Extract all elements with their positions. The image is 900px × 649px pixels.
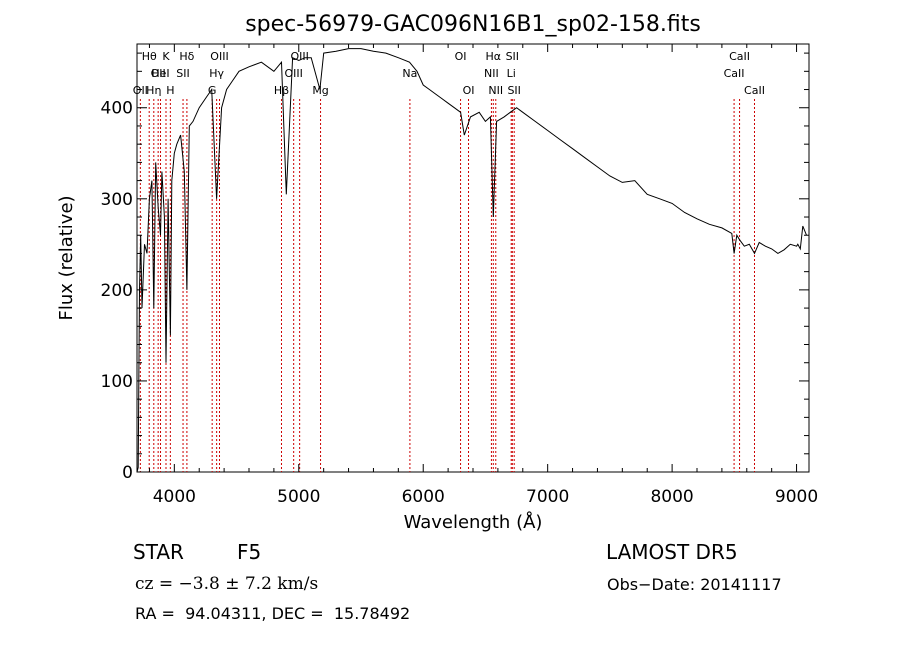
spectral-line-label: SII [506,50,519,63]
y-tick-label: 300 [101,190,133,210]
spectral-line-label: OII [133,84,148,97]
y-tick-label: 400 [101,99,133,119]
spectral-line-label: CaII [724,67,745,80]
spectral-line-label: Na [402,67,417,80]
survey-label: LAMOST DR5 [606,540,738,564]
object-class-label: STAR [133,540,184,564]
coordinates-label: RA = 94.04311, DEC = 15.78492 [135,604,411,623]
spectral-line-label: Hα [486,50,502,63]
y-axis-label: Flux (relative) [56,195,77,320]
spectral-line-label: Hθ [142,50,157,63]
spectral-line-label: OIII [210,50,228,63]
spectral-line-label: SII [176,67,189,80]
spectral-line-label: OI [455,50,467,63]
x-axis-ticks: 4000 5000 6000 7000 8000 9000 [148,44,818,507]
spectral-subclass-label: F5 [237,540,262,564]
obs-date-label: Obs−Date: 20141117 [607,575,782,594]
spectral-line-label: Li [507,67,516,80]
spectral-line-label: Hγ [209,67,224,80]
y-tick-label: 0 [122,463,133,483]
redshift-label: cz = −3.8 ± 7.2 km/s [135,574,319,594]
spectral-line-label: H [166,84,174,97]
spectral-line-label: Hβ [274,84,289,97]
spectral-line-label: OII [151,67,166,80]
spectral-line-label: CaII [744,84,765,97]
plot-frame [136,43,810,473]
spectral-line-label: K [162,50,170,63]
x-tick-label: 9000 [775,487,818,507]
x-tick-label: 5000 [277,487,320,507]
spectral-line-label: Mg [312,84,328,97]
spectral-line-label: OIII [284,67,302,80]
y-axis-ticks: 0 100 200 300 400 [101,52,809,483]
spectral-line-label: NII [488,84,503,97]
chart-title: spec-56979-GAC096N16B1_sp02-158.fits [245,12,701,37]
x-tick-label: 4000 [153,487,196,507]
spectral-line-label: Hη [146,84,161,97]
line-marker-label-group: OIIHθHηOIIHeIKHSIIHδGHγOIIIHβOIIIOIIIMgN… [133,50,765,97]
line-marker-group [139,99,755,472]
y-tick-label: 100 [101,372,133,392]
x-tick-label: 8000 [650,487,693,507]
spectral-line-label: OI [463,84,475,97]
spectral-line-label: SII [507,84,520,97]
spectral-line-label: HeI [151,67,169,80]
spectral-line-label: Hδ [179,50,194,63]
spectral-line-label: CaII [729,50,750,63]
x-axis-label: Wavelength (Å) [404,511,543,533]
y-tick-label: 200 [101,281,133,301]
spectrum-line [136,48,807,473]
x-tick-label: 6000 [402,487,445,507]
x-tick-label: 7000 [526,487,569,507]
spectral-line-label: OIII [290,50,308,63]
spectral-line-label: NII [484,67,499,80]
